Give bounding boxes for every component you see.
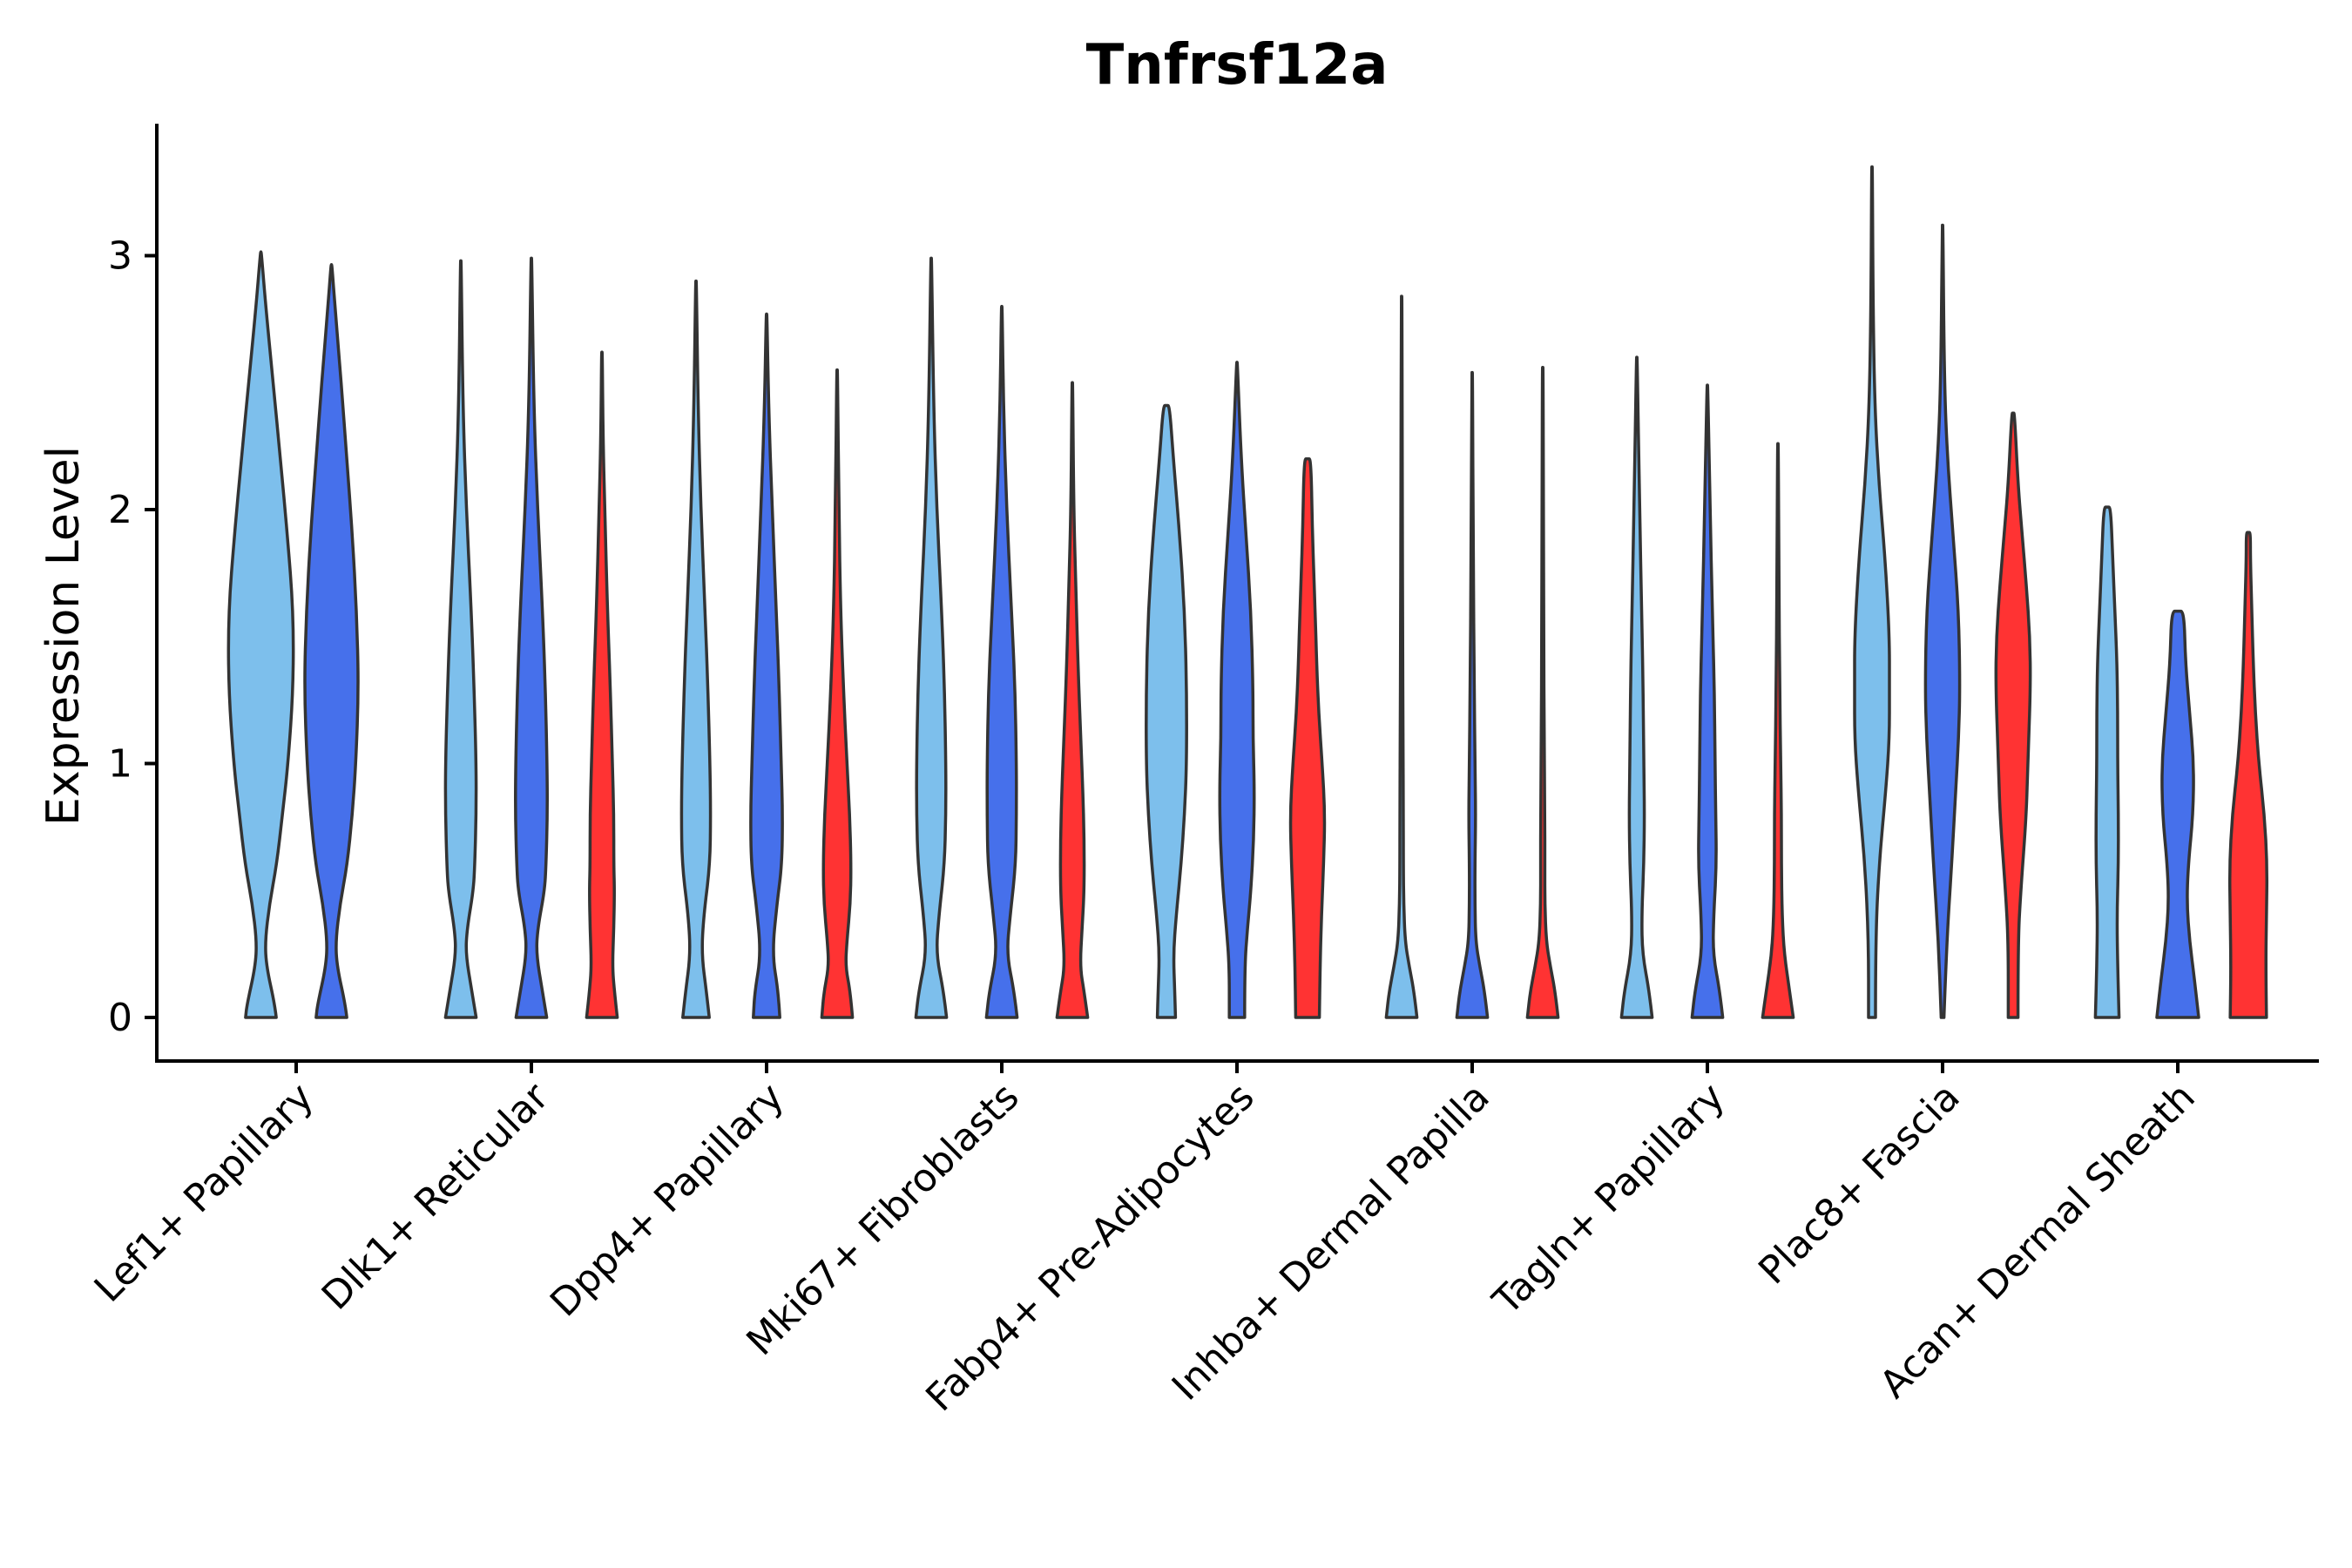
violins-layer xyxy=(226,165,2269,1019)
x-tick-label-0: Lef1+ Papillary xyxy=(86,1075,322,1311)
violin-6-group-2 xyxy=(1690,383,1725,1019)
y-tick-label-2: 2 xyxy=(108,488,132,532)
x-tick-label-1: Dlk1+ Reticular xyxy=(314,1074,558,1319)
violin-8-group-3 xyxy=(2227,531,2269,1019)
violin-7-group-2 xyxy=(1923,223,1962,1019)
violin-5-group-2 xyxy=(1455,370,1490,1019)
violin-1-group-3 xyxy=(585,350,619,1019)
y-tick-label-1: 1 xyxy=(108,742,132,787)
violin-2-group-3 xyxy=(820,368,855,1019)
y-tick-label-0: 0 xyxy=(108,996,132,1040)
violin-1-group-1 xyxy=(443,259,478,1019)
y-tick-label-3: 3 xyxy=(108,234,132,279)
violin-4-group-2 xyxy=(1218,361,1256,1019)
violin-0-group-1 xyxy=(226,250,295,1019)
violin-3-group-2 xyxy=(984,305,1019,1019)
violin-7-group-1 xyxy=(1853,165,1891,1019)
violin-0-group-2 xyxy=(303,262,360,1019)
violin-5-group-3 xyxy=(1525,366,1560,1019)
y-ticks: 0 1 2 3 xyxy=(108,234,157,1040)
violin-6-group-1 xyxy=(1619,355,1654,1019)
violin-2-group-2 xyxy=(749,312,784,1019)
x-tick-label-2: Dpp4+ Papillary xyxy=(542,1075,793,1326)
violin-6-group-3 xyxy=(1761,442,1795,1019)
violin-8-group-1 xyxy=(2093,505,2121,1019)
violin-4-group-3 xyxy=(1288,456,1327,1019)
x-tick-label-7: Plac8+ Fascia xyxy=(1750,1075,1969,1294)
violin-7-group-3 xyxy=(1994,411,2032,1019)
x-tick-label-6: Tagln+ Papillary xyxy=(1484,1075,1734,1324)
violin-5-group-1 xyxy=(1384,294,1419,1019)
chart-title: Tnfrsf12a xyxy=(1086,33,1389,98)
y-axis-label: Expression Level xyxy=(37,446,90,826)
violin-3-group-1 xyxy=(914,256,949,1019)
violin-8-group-2 xyxy=(2155,609,2200,1019)
violin-4-group-1 xyxy=(1145,403,1188,1019)
violin-2-group-1 xyxy=(679,279,713,1019)
violin-1-group-2 xyxy=(514,256,549,1019)
violin-3-group-3 xyxy=(1055,381,1090,1019)
